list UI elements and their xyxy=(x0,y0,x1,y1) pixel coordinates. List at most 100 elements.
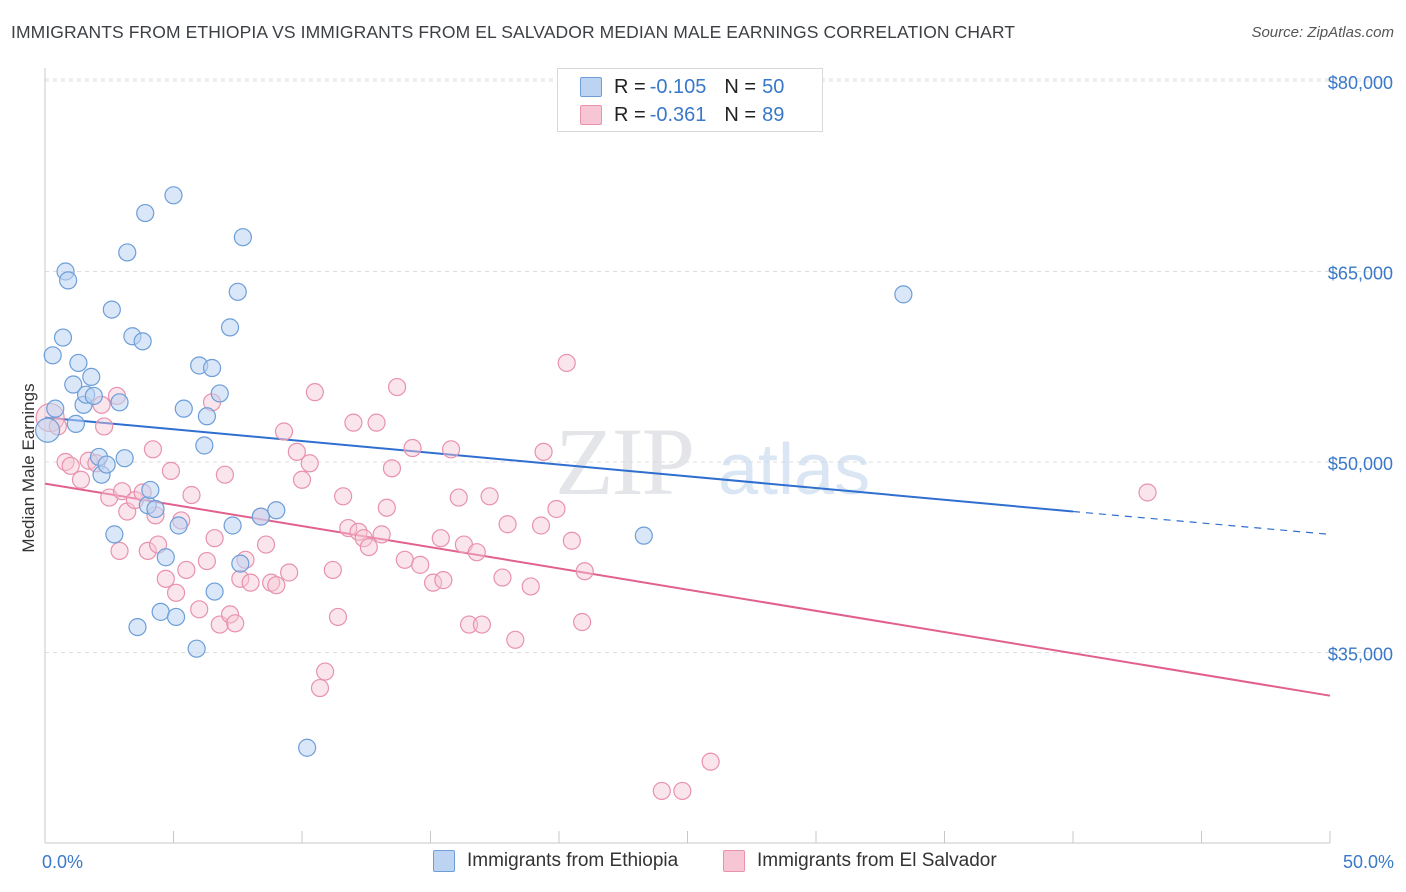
ethiopia-point xyxy=(141,480,160,500)
el-salvador-point xyxy=(395,550,414,569)
legend-item-ethiopia[interactable]: Immigrants from Ethiopia xyxy=(433,850,678,872)
el-salvador-point xyxy=(241,573,260,592)
ethiopia-point xyxy=(102,300,121,319)
ethiopia-point xyxy=(210,384,229,403)
ethiopia-point xyxy=(118,243,137,262)
el-salvador-point xyxy=(334,487,353,506)
el-salvador-point xyxy=(562,531,581,550)
el-salvador-point xyxy=(557,353,576,373)
ethiopia-point xyxy=(205,582,224,601)
ethiopia-point xyxy=(166,607,186,627)
y-tick-labels: $35,000 $50,000 $65,000 $80,000 xyxy=(1328,73,1393,665)
el-salvador-point xyxy=(431,529,450,548)
ethiopia-point xyxy=(84,386,103,406)
n-value: 50 xyxy=(762,75,785,98)
y-tick-label: $50,000 xyxy=(1328,454,1393,474)
legend-item-el-salvador[interactable]: Immigrants from El Salvador xyxy=(723,850,997,872)
el-salvador-point xyxy=(328,607,348,627)
n-value: 89 xyxy=(762,103,785,126)
el-salvador-point xyxy=(377,498,396,517)
series-legend: Immigrants from Ethiopia Immigrants from… xyxy=(0,850,1406,878)
ethiopia-point xyxy=(233,228,252,247)
el-salvador-point xyxy=(262,573,281,592)
el-salvador-point xyxy=(110,541,129,561)
axes xyxy=(44,68,1331,844)
el-salvador-point xyxy=(354,529,373,548)
el-salvador-point xyxy=(449,488,468,507)
el-salvador-point xyxy=(673,781,692,801)
n-label: N = xyxy=(724,103,757,126)
y-tick-label: $65,000 xyxy=(1328,264,1393,284)
ethiopia-point xyxy=(267,501,286,520)
y-tick-label: $80,000 xyxy=(1328,73,1393,93)
y-tick-label: $35,000 xyxy=(1328,645,1393,665)
el-salvador-point xyxy=(531,516,551,535)
ethiopia-point xyxy=(136,203,155,223)
ethiopia-point xyxy=(223,516,242,535)
ethiopia-point xyxy=(82,367,101,387)
el-salvador-point xyxy=(310,678,330,698)
el-salvador-point xyxy=(498,515,517,534)
el-salvador-point xyxy=(287,442,306,461)
el-salvador-point xyxy=(652,781,671,801)
ethiopia-point xyxy=(169,516,188,535)
legend-label-ethiopia: Immigrants from Ethiopia xyxy=(467,850,679,871)
ethiopia-point xyxy=(46,399,65,418)
r-value: -0.105 xyxy=(649,75,707,98)
el-salvador-point xyxy=(177,560,196,580)
el-salvador-point xyxy=(339,518,358,538)
r-label: R = xyxy=(614,103,646,126)
ethiopia-point xyxy=(66,414,85,433)
ethiopia-point xyxy=(228,282,247,301)
el-salvador-point xyxy=(267,576,286,595)
el-salvador-swatch xyxy=(723,850,745,872)
el-salvador-point xyxy=(403,438,422,458)
el-salvador-point xyxy=(190,600,209,619)
el-salvador-point xyxy=(316,662,335,681)
y-axis-title: Median Male Earnings xyxy=(19,383,38,552)
n-label: N = xyxy=(724,75,757,98)
el-salvador-swatch xyxy=(580,105,602,125)
legend-row-el-salvador: R = -0.361 N = 89 xyxy=(580,100,784,130)
trend-line-ethiopia xyxy=(44,416,1074,513)
el-salvador-point xyxy=(459,615,479,634)
el-salvador-point xyxy=(300,454,319,473)
el-salvador-point xyxy=(493,568,512,587)
ethiopia-point xyxy=(634,526,653,545)
el-salvador-point xyxy=(547,499,566,519)
ethiopia-point xyxy=(34,417,61,443)
el-salvador-point xyxy=(521,577,540,596)
ethiopia-point xyxy=(174,399,193,418)
el-salvador-point xyxy=(344,413,363,432)
ethiopia-point xyxy=(146,499,165,519)
el-salvador-point xyxy=(480,487,499,506)
el-salvador-point xyxy=(220,605,240,624)
legend-row-ethiopia: R = -0.105 N = 50 xyxy=(580,72,784,102)
ethiopia-point xyxy=(115,449,134,468)
el-salvador-point xyxy=(215,465,234,484)
ethiopia-point xyxy=(164,186,183,205)
ethiopia-point xyxy=(64,375,83,394)
ethiopia-point xyxy=(231,554,250,573)
watermark-atlas: atlas xyxy=(718,430,870,510)
el-salvador-point xyxy=(534,442,553,461)
el-salvador-point xyxy=(411,555,430,574)
el-salvador-point xyxy=(182,485,201,505)
ethiopia-point xyxy=(195,436,214,455)
legend-label-el-salvador: Immigrants from El Salvador xyxy=(757,850,997,871)
x-axis-max-label: 50.0% xyxy=(1342,852,1394,872)
ethiopia-point xyxy=(298,738,317,757)
el-salvador-point xyxy=(1138,483,1157,502)
correlation-legend: R = -0.105 N = 50 R = -0.361 N = 89 xyxy=(557,68,823,132)
el-salvador-point xyxy=(367,413,386,432)
el-salvador-point xyxy=(701,752,720,771)
el-salvador-point xyxy=(161,461,181,480)
el-salvador-point xyxy=(205,529,224,548)
el-salvador-point xyxy=(274,422,294,441)
ethiopia-swatch xyxy=(580,77,602,97)
el-salvador-point xyxy=(434,571,453,590)
el-salvador-point xyxy=(95,417,114,436)
ethiopia-point xyxy=(110,393,129,412)
el-salvador-point xyxy=(143,440,163,459)
